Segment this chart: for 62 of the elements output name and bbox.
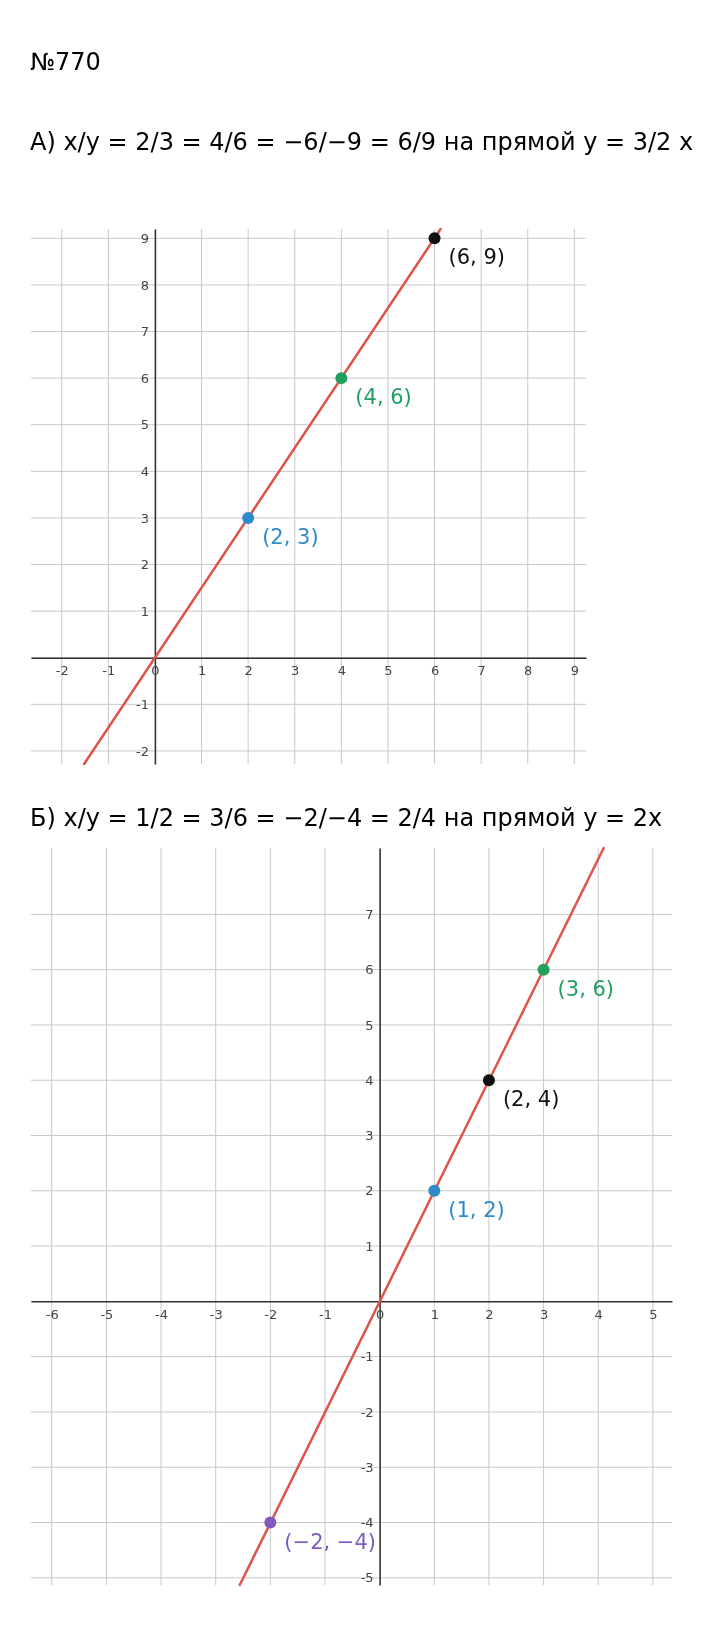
data-label: (−2, −4)	[284, 1529, 377, 1554]
data-label: (6, 9)	[448, 245, 506, 270]
point	[264, 1516, 277, 1529]
point	[242, 511, 255, 524]
chart-title: Б) x/y = 1/2 = 3/6 = −2/−4 = 2/4 на прямой y = 2x	[30, 804, 663, 832]
y-tick-label: 2	[140, 557, 149, 573]
y-tick-label: 4	[140, 463, 149, 479]
x-tick-label: 4	[594, 1306, 603, 1322]
text: №770	[30, 48, 101, 76]
x-tick-label: 1	[430, 1306, 439, 1322]
y-tick-label: 1	[140, 603, 149, 619]
y-tick-label: 2	[365, 1183, 374, 1199]
x-tick-label: 2	[244, 662, 253, 678]
x-tick-label: -3	[209, 1306, 223, 1322]
point	[428, 1184, 441, 1197]
data-label: (1, 2)	[448, 1197, 505, 1222]
y-tick-label: -5	[360, 1570, 374, 1586]
data-label: (4, 6)	[355, 385, 412, 410]
x-tick-label: -1	[102, 662, 116, 678]
y-tick-label: 5	[140, 417, 149, 433]
y-tick-label: 7	[140, 324, 149, 340]
x-tick-label: 8	[524, 662, 533, 678]
y-tick-label: 8	[140, 277, 149, 293]
y-tick-label: 3	[140, 510, 149, 526]
x-tick-label: 5	[384, 662, 393, 678]
point	[482, 1074, 495, 1087]
x-tick-label: 2	[485, 1306, 494, 1322]
x-tick-label: 5	[649, 1306, 658, 1322]
y-tick-label: -1	[360, 1349, 374, 1365]
x-tick-label: -5	[100, 1306, 114, 1322]
x-tick-label: 1	[197, 662, 207, 678]
y-tick-label: -2	[135, 743, 149, 759]
y-tick-label: -3	[360, 1459, 374, 1475]
y-tick-label: 3	[365, 1128, 374, 1144]
y-tick-label: -1	[135, 697, 149, 713]
x-tick-label: -6	[45, 1306, 59, 1322]
x-tick-label: -2	[55, 662, 69, 678]
chart-title: А) x/y = 2/3 = 4/6 = −6/−9 = 6/9 на прямой y = 3/2 x	[30, 128, 694, 156]
y-tick-label: 6	[365, 962, 374, 978]
x-tick-label: 9	[570, 662, 579, 678]
y-tick-label: 4	[365, 1072, 374, 1088]
x-tick-label: -1	[319, 1306, 332, 1322]
data-label: (2, 3)	[262, 524, 319, 549]
y-tick-label: 1	[365, 1238, 374, 1254]
x-tick-label: 3	[539, 1306, 549, 1322]
x-tick-label: 4	[337, 662, 346, 678]
y-tick-label: 6	[140, 370, 149, 386]
x-tick-label: 3	[291, 662, 300, 678]
y-tick-label: -2	[360, 1404, 374, 1420]
point	[537, 963, 550, 976]
data-label: (3, 6)	[557, 976, 615, 1001]
x-tick-label: 7	[477, 662, 486, 678]
y-tick-label: 7	[365, 907, 374, 923]
y-tick-label: 5	[365, 1017, 374, 1033]
x-tick-label: -4	[155, 1306, 169, 1322]
y-tick-label: 9	[140, 230, 149, 246]
y-tick-label: -4	[360, 1515, 374, 1531]
x-tick-label: -2	[264, 1306, 278, 1322]
point	[335, 372, 348, 385]
data-label: (2, 4)	[502, 1087, 560, 1112]
point	[428, 232, 441, 245]
x-tick-label: 6	[430, 662, 440, 678]
